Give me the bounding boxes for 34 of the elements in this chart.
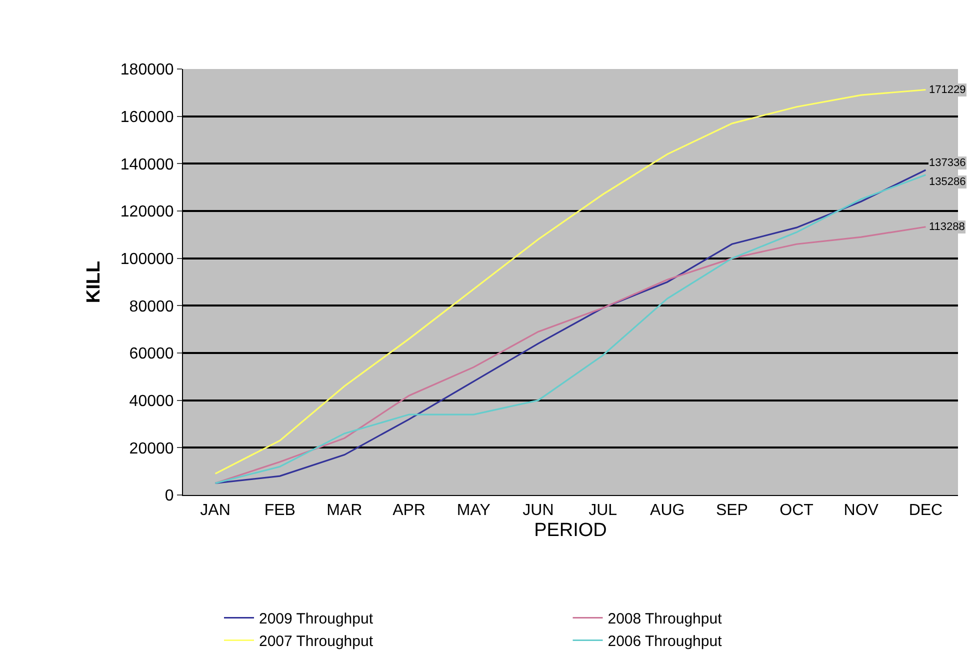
legend-label: 2006 Throughput: [608, 633, 723, 650]
x-tick-label: MAY: [456, 502, 491, 520]
x-tick-label: JUL: [588, 502, 618, 520]
x-tick-label: NOV: [844, 502, 879, 520]
data-label: 135286: [929, 176, 966, 188]
y-tick-label: 40000: [129, 392, 174, 410]
x-tick-label: OCT: [780, 502, 814, 520]
x-tick-label: DEC: [908, 502, 943, 520]
y-tick-label: 120000: [120, 204, 174, 221]
legend-label: 2008 Throughput: [608, 610, 723, 628]
y-tick-label: 160000: [120, 108, 174, 126]
x-tick-label: FEB: [264, 502, 296, 520]
data-label: 171229: [929, 84, 966, 96]
y-tick-label: 140000: [120, 156, 174, 174]
x-tick-label: JAN: [200, 502, 230, 520]
x-axis-title: PERIOD: [534, 520, 607, 541]
y-tick-label: 0: [164, 488, 174, 505]
x-tick-label: SEP: [716, 502, 748, 520]
x-tick-label: JUN: [522, 502, 554, 520]
legend-label: 2009 Throughput: [259, 610, 374, 628]
x-tick-label: APR: [392, 502, 426, 520]
y-tick-label: 20000: [129, 440, 174, 458]
line-series: [214, 88, 927, 474]
data-label: 113288: [929, 221, 965, 233]
y-axis-title: KILL: [83, 260, 104, 304]
x-tick-label: AUG: [650, 502, 685, 520]
y-tick-label: 60000: [129, 346, 174, 363]
line-series: [214, 226, 927, 484]
x-tick-label: MAR: [326, 502, 362, 520]
y-tick-label: 100000: [120, 250, 174, 268]
legend-label: 2007 Throughput: [259, 633, 374, 650]
y-tick-label: 80000: [129, 298, 174, 316]
y-tick-label: 180000: [120, 62, 174, 79]
data-label: 137336: [929, 157, 966, 169]
